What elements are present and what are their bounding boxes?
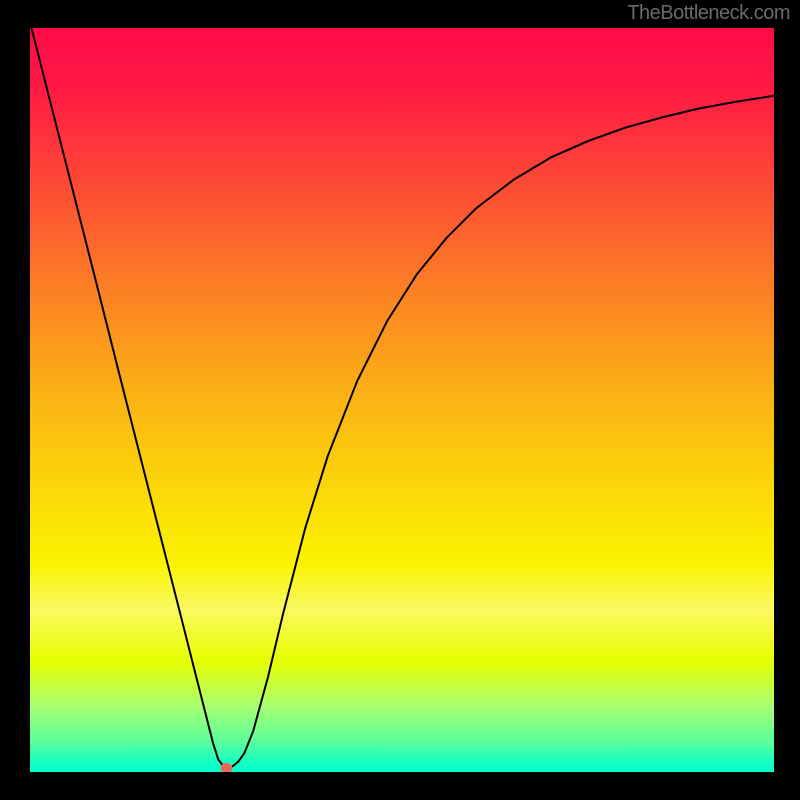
gradient-background xyxy=(30,28,774,772)
watermark-label: TheBottleneck.com xyxy=(627,2,790,25)
plot-area xyxy=(30,28,774,772)
chart-frame: TheBottleneck.com xyxy=(0,0,800,800)
chart-svg xyxy=(30,28,774,772)
